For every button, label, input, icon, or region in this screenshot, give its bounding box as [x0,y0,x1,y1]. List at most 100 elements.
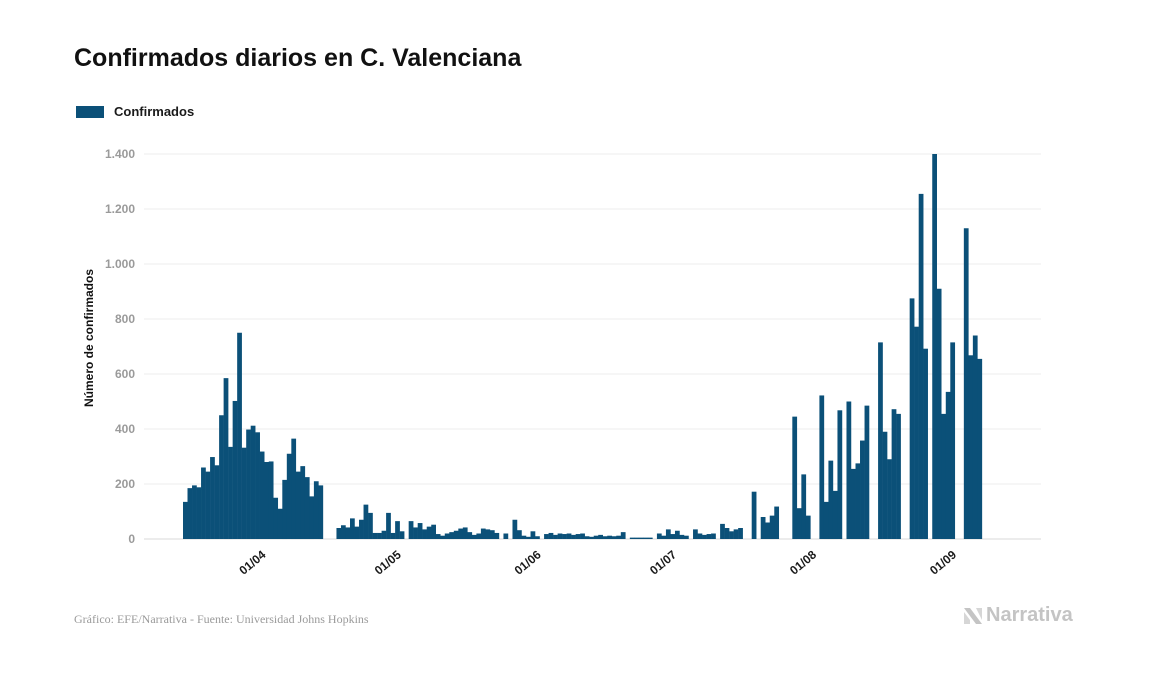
bar [851,468,856,540]
bar [661,535,667,539]
bar [566,533,572,539]
bar [295,471,301,540]
bar [359,519,364,539]
bar [340,525,346,539]
bar [738,528,743,539]
legend-swatch [76,105,104,118]
bar [313,481,319,539]
bar [575,534,581,539]
bar [702,534,707,540]
y-tick-label: 200 [115,477,135,491]
bar [282,479,288,540]
x-tick-label: 01/05 [372,547,404,577]
bar [562,534,567,539]
bar [882,431,888,539]
bar [846,401,852,539]
bar [968,355,974,539]
bar [363,504,369,540]
bar [205,471,211,540]
bar [435,534,441,539]
bar [453,530,459,539]
bar [724,528,730,539]
bar [521,535,527,539]
bar [620,532,626,540]
bar [720,523,725,540]
bar [512,519,518,539]
bar [237,332,242,539]
bar [616,535,622,539]
grid-lines [144,153,1041,540]
bar [503,533,509,539]
bar [232,400,238,539]
y-axis-tick-labels: 0 200 400 600 800 1.000 1.200 1.400 [105,147,135,546]
y-axis-title: Número de confirmados [82,269,96,407]
bar [647,537,653,540]
bar [796,508,802,539]
bar [828,460,834,540]
bar [864,405,870,540]
bar [774,506,780,539]
bar [607,535,613,539]
bar [291,438,297,540]
bar [941,413,947,540]
bar [422,529,427,540]
bar [751,491,757,539]
bar [395,521,400,540]
bar [381,530,387,539]
chart-title: Confirmados diarios en C. Valenciana [74,44,522,72]
bar [354,526,360,540]
bar [977,358,983,540]
bar [350,518,355,540]
bar [530,531,536,539]
narrativa-n-icon [964,607,982,624]
bar [372,532,378,539]
bar [584,536,590,539]
bar [855,463,861,540]
bar [878,342,883,540]
x-axis-tick-labels: 01/04 01/05 01/06 01/07 01/08 01/09 [236,547,959,577]
bar [611,536,617,539]
bar [760,517,766,539]
bar [914,326,919,539]
bar [629,537,635,540]
bar [526,536,531,539]
bar [259,451,265,539]
x-tick-label: 01/08 [787,547,819,577]
source-credit: Gráfico: EFE/Narrativa - Fuente: Univers… [74,612,369,626]
bar [544,534,549,539]
bar [697,533,703,539]
legend-label: Confirmados [114,104,195,119]
bar [228,446,233,540]
bar [250,425,256,539]
bar [476,533,482,539]
bar [945,391,951,540]
bar [679,534,685,540]
bar [304,477,310,540]
bar [377,532,382,539]
brand-logo: Narrativa [963,604,1073,627]
bar [480,528,486,539]
x-tick-label: 01/04 [236,547,268,577]
y-tick-label: 400 [115,422,135,436]
bar [674,530,680,539]
bar [426,526,432,540]
bar [963,228,969,539]
bar [187,488,193,540]
bar [801,474,807,540]
bar [887,459,892,539]
bar [571,534,576,540]
bar [593,535,599,539]
bar [936,288,942,539]
bar [286,453,292,539]
bar [553,534,558,540]
bar [336,528,342,539]
bar [557,533,563,539]
x-tick-label: 01/09 [927,547,959,577]
bar [462,527,468,539]
bar [368,512,373,540]
bar [183,501,188,540]
bars [183,154,983,540]
bar [598,534,603,540]
bar [891,409,897,539]
